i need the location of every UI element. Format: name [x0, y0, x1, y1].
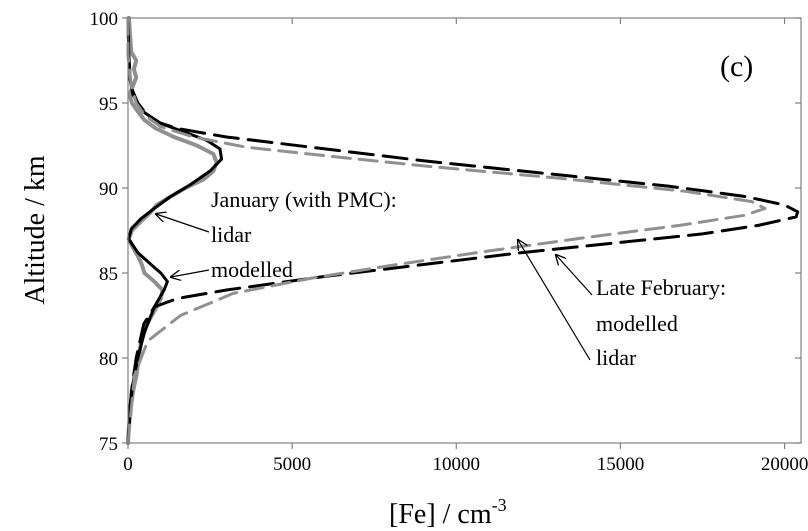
label-layer: (c) [Fe] / cm-3 Altitude / km	[20, 50, 753, 530]
annotation-february-5: lidar	[596, 345, 637, 370]
x-axis-title: [Fe] / cm-3	[389, 495, 507, 530]
annotation-january-1: lidar	[211, 222, 252, 247]
y-axis-title: Altitude / km	[20, 155, 51, 305]
series-layer	[126, 16, 800, 445]
plot-frame	[127, 17, 802, 444]
y-tick-label: 85	[99, 264, 118, 285]
january-modelled-arrow	[171, 269, 210, 277]
x-tick-label: 10000	[433, 454, 481, 475]
x-axis-title-base: [Fe] / cm	[389, 499, 492, 530]
annotation-january-0: January (with PMC):	[211, 187, 397, 212]
x-tick-label: 15000	[597, 454, 645, 475]
annotation-january-2: modelled	[211, 257, 293, 282]
y-tick-label: 90	[99, 179, 118, 200]
axes-layer: 0 5000 10000 15000 20000 75 80 85 90 95 100	[90, 9, 808, 475]
series-line-february-modelled	[126, 16, 800, 445]
y-tick-label: 100	[90, 9, 119, 30]
y-tick-label: 75	[99, 434, 118, 455]
panel-label: (c)	[720, 50, 753, 83]
february-lidar-arrow	[518, 240, 591, 361]
x-axis-title-exponent: -3	[492, 495, 507, 515]
february-modelled-arrow	[556, 255, 593, 296]
series-line-february-lidar	[126, 16, 767, 445]
annotation-layer: January (with PMC): lidar modelled Late Feb…	[156, 187, 726, 370]
annotation-february-3: Late February:	[596, 275, 726, 300]
x-tick-label: 5000	[273, 454, 311, 475]
y-tick-label: 95	[99, 94, 118, 115]
series-line-january-modelled	[126, 16, 224, 445]
january-lidar-arrow	[156, 214, 210, 233]
x-tick-label: 20000	[761, 454, 808, 475]
y-tick-label: 80	[99, 349, 118, 370]
annotation-february-4: modelled	[596, 311, 678, 336]
x-tick-label: 0	[123, 454, 133, 475]
